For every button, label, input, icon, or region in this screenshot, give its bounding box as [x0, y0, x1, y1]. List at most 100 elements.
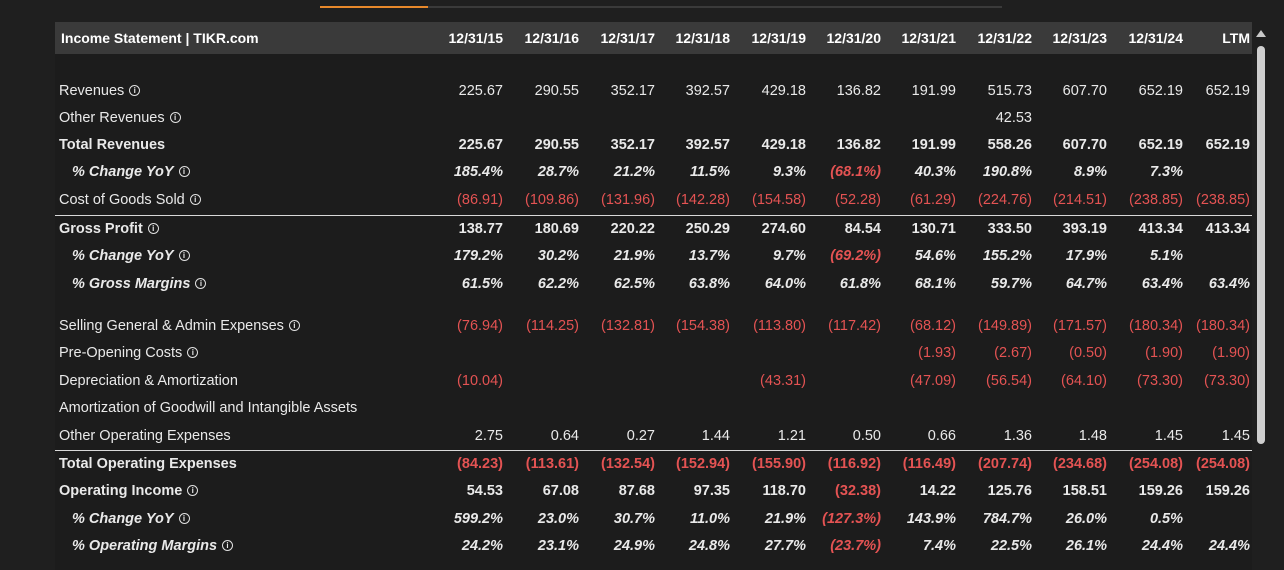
row-label[interactable]: Revenues i: [59, 78, 141, 105]
column-header-12-31-21[interactable]: 12/31/21: [901, 30, 957, 46]
info-icon[interactable]: i: [178, 165, 190, 177]
table-cell: 24.8%: [688, 538, 730, 554]
row-label-text: % Change YoY: [72, 248, 174, 264]
table-cell: 652.19: [1138, 137, 1183, 153]
row-label[interactable]: Gross Profit i: [59, 216, 159, 243]
column-header-12-31-18[interactable]: 12/31/18: [675, 30, 731, 46]
table-cell: (113.80): [753, 318, 806, 334]
table-cell: 118.70: [762, 483, 806, 499]
table-cell: (73.30): [1137, 373, 1183, 389]
row-label[interactable]: Pre-Opening Costs i: [59, 340, 199, 367]
table-cell: [805, 395, 881, 422]
table-cell: 61.8%: [839, 276, 881, 292]
table-cell: 607.70: [1062, 83, 1107, 99]
info-icon[interactable]: i: [187, 484, 199, 496]
table-cell: [579, 368, 655, 395]
column-header-ltm[interactable]: LTM: [1222, 30, 1250, 46]
row-label[interactable]: Cost of Goods Sold i: [59, 187, 201, 214]
scrollbar-thumb[interactable]: [1257, 46, 1265, 444]
table-cell: [654, 105, 730, 132]
table-cell: 63.8%: [688, 276, 730, 292]
table-cell: (155.90): [751, 456, 806, 472]
table-cell: [1107, 395, 1183, 422]
table-row: % Change YoY i 185.4% 28.7% 21.2% 11.5% 9.3% (6…: [55, 159, 1252, 186]
row-divider: [55, 450, 1252, 451]
table-cell: 413.34: [1138, 221, 1183, 237]
row-label[interactable]: Selling General & Admin Expenses i: [59, 313, 300, 340]
table-cell: (171.57): [1052, 318, 1107, 334]
table-cell: (180.34): [1128, 318, 1183, 334]
info-icon[interactable]: i: [178, 249, 190, 261]
table-cell: 9.3%: [772, 164, 806, 180]
info-icon[interactable]: i: [288, 319, 300, 331]
table-cell: 0.5%: [1149, 511, 1183, 527]
table-cell: 352.17: [610, 83, 655, 99]
table-cell: 8.9%: [1073, 164, 1107, 180]
info-icon[interactable]: i: [129, 84, 141, 96]
table-cell: 22.5%: [990, 538, 1032, 554]
table-row: % Gross Margins i 61.5% 62.2% 62.5% 63.8% 64.0…: [55, 271, 1252, 298]
row-label[interactable]: % Change YoY i: [72, 243, 190, 270]
table-cell: (0.50): [1069, 345, 1107, 361]
table-cell: (207.74): [977, 456, 1032, 472]
info-icon[interactable]: i: [189, 193, 201, 205]
row-label[interactable]: Other Operating Expenses: [59, 423, 231, 450]
table-cell: (234.68): [1052, 456, 1107, 472]
column-header-12-31-22[interactable]: 12/31/22: [977, 30, 1033, 46]
row-label[interactable]: Amortization of Goodwill and Intangible …: [59, 395, 357, 422]
table-cell: 1.45: [1154, 428, 1183, 444]
column-header-12-31-23[interactable]: 12/31/23: [1052, 30, 1108, 46]
table-row: Depreciation & Amortization (10.04) (43.31…: [55, 368, 1252, 395]
table-cell: (76.94): [457, 318, 503, 334]
info-icon[interactable]: i: [187, 346, 199, 358]
column-header-12-31-24[interactable]: 12/31/24: [1128, 30, 1184, 46]
table-cell: (131.96): [600, 192, 655, 208]
column-header-12-31-15[interactable]: 12/31/15: [448, 30, 504, 46]
table-cell: [956, 395, 1032, 422]
column-header-12-31-19[interactable]: 12/31/19: [751, 30, 807, 46]
table-cell: [427, 395, 503, 422]
info-icon[interactable]: i: [147, 222, 159, 234]
table-cell: 0.27: [626, 428, 655, 444]
table-cell: [805, 105, 881, 132]
table-row: % Change YoY i 599.2% 23.0% 30.7% 11.0% 21.9% (…: [55, 506, 1252, 533]
table-cell: 652.19: [1205, 83, 1250, 99]
table-cell: 155.2%: [982, 248, 1032, 264]
table-row: Pre-Opening Costs i (1.93) (2.67) (0.50) (1.9…: [55, 340, 1252, 367]
row-label-text: Operating Income: [59, 483, 183, 499]
table-cell: (180.34): [1195, 318, 1250, 334]
row-label[interactable]: Total Revenues: [59, 132, 165, 159]
table-cell: [654, 368, 730, 395]
table-cell: 429.18: [761, 83, 806, 99]
table-cell: (132.54): [600, 456, 655, 472]
row-divider: [55, 215, 1252, 216]
row-label[interactable]: Operating Income i: [59, 478, 199, 505]
vertical-scrollbar[interactable]: [1254, 22, 1268, 570]
table-cell: 599.2%: [453, 511, 503, 527]
column-header-12-31-20[interactable]: 12/31/20: [826, 30, 882, 46]
row-label[interactable]: Other Revenues i: [59, 105, 181, 132]
info-icon[interactable]: i: [178, 512, 190, 524]
table-cell: 40.3%: [914, 164, 956, 180]
info-icon[interactable]: i: [169, 111, 181, 123]
row-label[interactable]: % Change YoY i: [72, 506, 190, 533]
row-label-text: Total Operating Expenses: [59, 456, 237, 472]
column-header-12-31-17[interactable]: 12/31/17: [600, 30, 656, 46]
scroll-up-icon[interactable]: [1256, 30, 1266, 37]
row-label[interactable]: % Change YoY i: [72, 159, 190, 186]
table-cell: [1174, 506, 1250, 533]
info-icon[interactable]: i: [195, 277, 207, 289]
table-cell: 250.29: [685, 221, 730, 237]
table-cell: (86.91): [457, 192, 503, 208]
row-label[interactable]: Total Operating Expenses: [59, 451, 237, 478]
row-label[interactable]: % Gross Margins i: [72, 271, 207, 298]
table-cell: 7.3%: [1149, 164, 1183, 180]
table-cell: 1.48: [1078, 428, 1107, 444]
table-cell: 136.82: [836, 83, 881, 99]
row-label[interactable]: Depreciation & Amortization: [59, 368, 238, 395]
table-cell: [427, 340, 503, 367]
row-label[interactable]: % Operating Margins i: [72, 533, 234, 560]
column-header-12-31-16[interactable]: 12/31/16: [524, 30, 580, 46]
info-icon[interactable]: i: [222, 539, 234, 551]
table-cell: 5.1%: [1149, 248, 1183, 264]
